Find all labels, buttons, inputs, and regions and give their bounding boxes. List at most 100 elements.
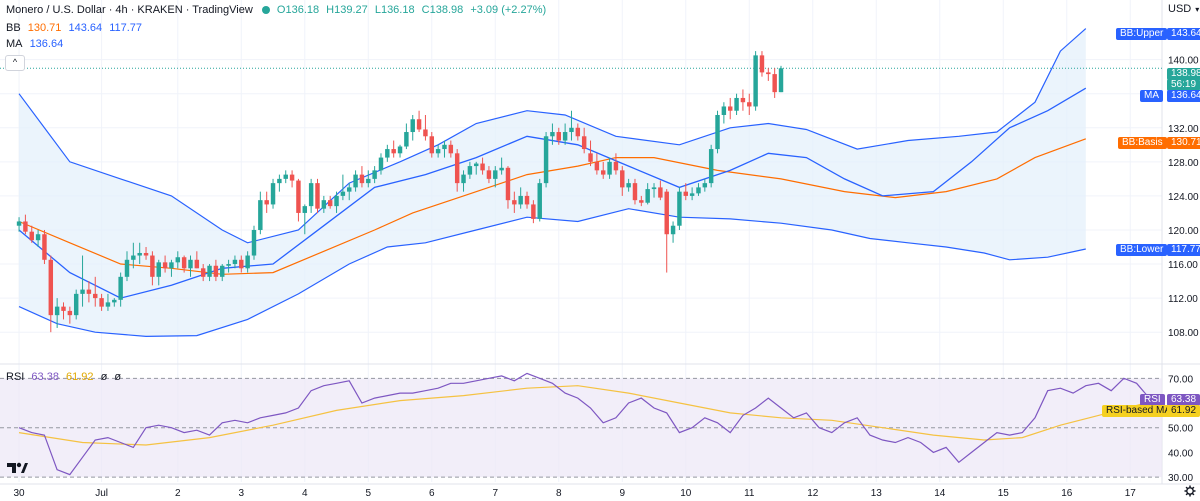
candle-body: [423, 129, 428, 137]
low-value: L136.18: [374, 4, 415, 16]
rsi-legend[interactable]: RSI 63.38 61.92 ø ø: [6, 371, 125, 383]
candle-body: [677, 191, 682, 226]
candle-body: [67, 310, 73, 316]
candle: [620, 166, 625, 196]
candle: [23, 214, 28, 235]
bb-lower-tag-label: BB:Lower: [1116, 244, 1168, 256]
chevron-down-icon: ▾: [1195, 5, 1200, 14]
candle: [753, 51, 758, 111]
currency-label[interactable]: USD ▾: [1168, 3, 1200, 15]
candle-body: [397, 146, 403, 154]
candle: [537, 178, 542, 222]
high-value: H139.27: [326, 4, 368, 16]
candle-body: [232, 259, 238, 265]
candle-body: [391, 149, 396, 154]
candle-body: [296, 180, 301, 213]
candle: [594, 153, 600, 175]
candle-body: [169, 262, 174, 269]
time-tick-label: 6: [429, 488, 435, 499]
candle: [569, 110, 574, 141]
candle-body: [73, 293, 79, 316]
candle-body: [283, 174, 288, 179]
candle: [258, 191, 263, 235]
ma-label: MA: [6, 38, 23, 50]
time-tick-label: 13: [871, 488, 883, 499]
candle: [118, 272, 123, 307]
candle-body: [162, 262, 168, 269]
candle-body: [385, 149, 390, 158]
candle-body: [772, 74, 777, 93]
candle-body: [480, 163, 485, 171]
candle: [512, 191, 517, 213]
rsi-ma-line: [18, 385, 1163, 446]
candle: [270, 178, 276, 209]
candle: [54, 298, 60, 328]
symbol-title[interactable]: Monero / U.S. Dollar · 4h · KRAKEN · Tra…: [6, 4, 253, 16]
bb-legend[interactable]: BB 130.71 143.64 117.77: [6, 22, 146, 34]
settings-gear-icon[interactable]: [1184, 485, 1196, 497]
candle-body: [124, 259, 130, 277]
candle-body: [531, 204, 536, 219]
time-tick-label: 4: [302, 488, 308, 499]
candle-body: [42, 234, 47, 260]
tradingview-logo-icon[interactable]: [6, 459, 28, 477]
candle: [677, 187, 682, 230]
candle-body: [220, 265, 225, 277]
candle-body: [340, 191, 346, 196]
candle: [658, 180, 663, 201]
candle-body: [200, 268, 206, 277]
candle-body: [766, 72, 771, 75]
candle: [308, 178, 314, 213]
candle: [486, 166, 492, 184]
candle: [42, 229, 47, 265]
candle-body: [118, 276, 123, 300]
candle-body: [708, 149, 714, 184]
open-value: O136.18: [276, 4, 320, 16]
time-tick-label: 16: [1061, 488, 1073, 499]
price-tick-label: 132.00: [1168, 124, 1199, 135]
candle-body: [626, 183, 631, 188]
candle-body: [632, 183, 638, 201]
candle-body: [321, 200, 327, 209]
candle-body: [562, 132, 568, 141]
time-tick-label: 11: [744, 488, 755, 499]
candle-body: [581, 136, 587, 150]
candle-body: [594, 161, 600, 171]
rsi-pane: [0, 372, 1163, 478]
candle-body: [512, 200, 517, 205]
candle-body: [442, 144, 447, 150]
candle: [435, 144, 441, 158]
candle: [397, 144, 403, 158]
bb-label: BB: [6, 22, 21, 34]
rsi-tick-label: 50.00: [1168, 424, 1193, 435]
candle-body: [258, 200, 263, 230]
collapse-icon[interactable]: ^: [5, 55, 25, 71]
candle: [213, 259, 219, 282]
candle-body: [537, 183, 542, 219]
candle: [689, 187, 695, 201]
candle: [181, 255, 187, 273]
candles: [16, 51, 784, 333]
candle: [772, 68, 777, 98]
bb-lower-value: 117.77: [109, 22, 143, 34]
candle-body: [759, 55, 765, 73]
candle: [48, 255, 54, 333]
candle: [715, 110, 720, 154]
candle: [67, 306, 73, 324]
candle: [645, 183, 650, 205]
time-tick-label: 5: [366, 488, 372, 499]
candle: [169, 259, 174, 277]
bb-basis-line: [18, 138, 1087, 275]
ma-tag-value: 136.64: [1167, 90, 1200, 102]
candle-body: [435, 149, 441, 154]
price-tick-label: 124.00: [1168, 192, 1199, 203]
rsi-extra-1: ø: [100, 371, 108, 383]
candle: [562, 123, 568, 145]
candle-body: [359, 174, 365, 184]
bb-lower-line: [18, 208, 1086, 338]
candle-body: [493, 170, 498, 179]
ma-legend[interactable]: MA 136.64: [6, 38, 67, 50]
candle: [321, 195, 327, 213]
candle-body: [251, 229, 257, 256]
